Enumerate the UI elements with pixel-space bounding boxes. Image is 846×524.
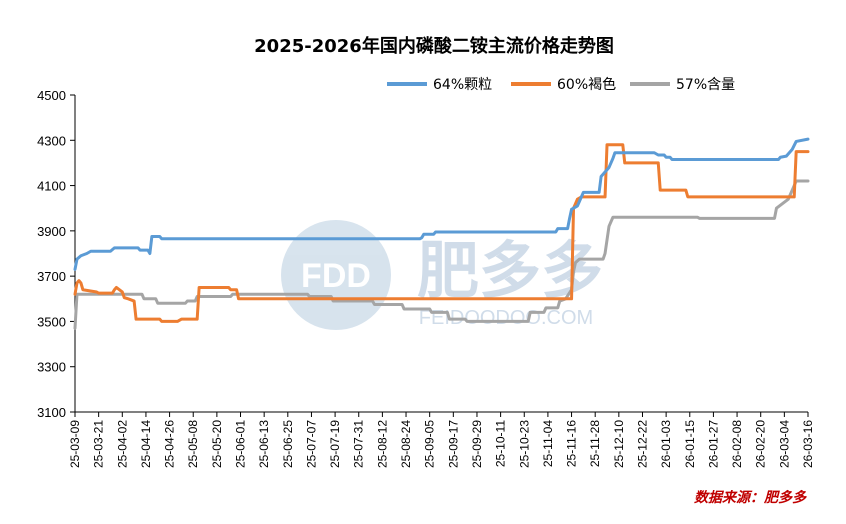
x-tick-label: 25-03-09	[68, 420, 82, 468]
x-tick-label: 26-03-16	[801, 420, 815, 468]
watermark: FDD 肥多多 FEIDOODOO.COM	[281, 220, 603, 330]
series-line-57%含量	[73, 179, 810, 330]
x-tick-label: 25-11-28	[588, 420, 602, 467]
y-axis-ticks: 3100 3300 3500 3700 3900 4100 4300 4500	[37, 88, 75, 420]
x-tick-label: 26-01-27	[706, 420, 720, 468]
x-tick-label: 25-12-10	[612, 420, 626, 468]
x-tick-label: 25-10-11	[494, 420, 508, 467]
series-line-64%颗粒	[73, 137, 810, 271]
y-tick-label: 3500	[37, 314, 66, 329]
x-tick-label: 25-07-07	[304, 420, 318, 468]
series-layer	[73, 137, 810, 330]
data-source: 数据来源：肥多多	[694, 489, 807, 506]
y-tick-label: 3100	[37, 405, 66, 420]
legend: 64%颗粒 60%褐色 57%含量	[387, 76, 735, 93]
x-tick-label: 25-05-20	[210, 420, 224, 468]
x-tick-label: 25-04-14	[139, 420, 153, 468]
legend-item-60: 60%褐色	[511, 76, 616, 93]
legend-label-64: 64%颗粒	[433, 77, 492, 93]
x-tick-label: 25-11-04	[541, 420, 555, 467]
x-tick-label: 25-11-16	[565, 420, 579, 467]
x-tick-label: 25-10-23	[517, 420, 531, 468]
y-tick-label: 3300	[37, 360, 66, 375]
x-tick-label: 25-04-26	[163, 420, 177, 468]
watermark-logo-text: FDD	[301, 257, 371, 295]
y-tick-label: 4300	[37, 133, 66, 148]
legend-label-57: 57%含量	[676, 77, 735, 93]
legend-item-57: 57%含量	[630, 77, 735, 93]
x-tick-label: 25-09-29	[470, 420, 484, 468]
legend-label-60: 60%褐色	[557, 76, 616, 93]
y-tick-label: 3900	[37, 224, 66, 239]
x-tick-label: 25-06-13	[257, 420, 271, 468]
x-tick-label: 25-05-08	[186, 420, 200, 468]
x-tick-label: 25-09-05	[423, 420, 437, 468]
x-tick-label: 26-03-04	[777, 420, 791, 468]
chart-title: 2025-2026年国内磷酸二铵主流价格走势图	[254, 35, 614, 57]
x-tick-label: 26-02-08	[730, 420, 744, 468]
series-line-60%褐色	[73, 143, 810, 323]
y-tick-label: 4100	[37, 179, 66, 194]
x-tick-label: 25-08-12	[375, 420, 389, 468]
x-tick-label: 25-04-02	[115, 420, 129, 468]
x-axis-ticks: 25-03-09 25-03-21 25-04-02 25-04-14 25-04-26…	[68, 412, 815, 468]
y-tick-label: 4500	[37, 88, 66, 103]
x-tick-label: 25-08-24	[399, 420, 413, 468]
x-tick-label: 26-01-03	[659, 420, 673, 468]
legend-item-64: 64%颗粒	[387, 77, 492, 93]
x-tick-label: 25-06-01	[234, 420, 248, 468]
x-tick-label: 25-07-31	[352, 420, 366, 468]
x-tick-label: 25-12-22	[635, 420, 649, 468]
watermark-url-text: FEIDOODOO.COM	[419, 307, 593, 329]
x-tick-label: 25-07-19	[328, 420, 342, 468]
x-tick-label: 26-01-15	[683, 420, 697, 468]
y-tick-label: 3700	[37, 269, 66, 284]
x-tick-label: 25-09-17	[446, 420, 460, 468]
x-tick-label: 25-03-21	[92, 420, 106, 468]
x-tick-label: 25-06-25	[281, 420, 295, 468]
x-tick-label: 26-02-20	[754, 420, 768, 468]
